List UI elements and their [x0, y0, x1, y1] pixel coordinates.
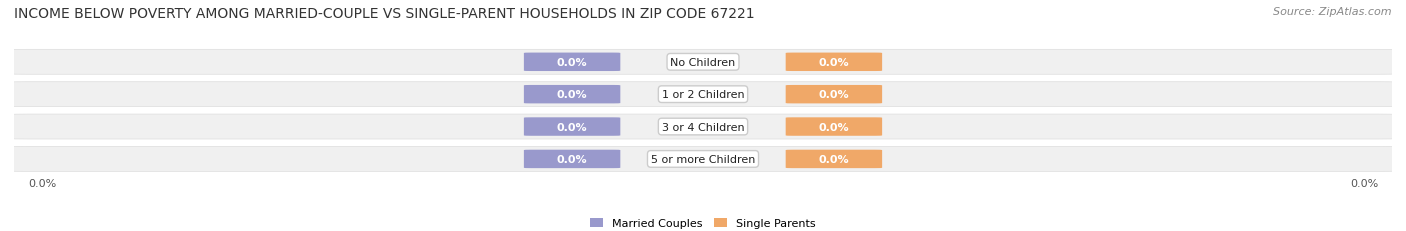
FancyBboxPatch shape	[0, 147, 1406, 172]
Text: 5 or more Children: 5 or more Children	[651, 154, 755, 164]
FancyBboxPatch shape	[524, 150, 620, 168]
FancyBboxPatch shape	[786, 150, 882, 168]
Text: 0.0%: 0.0%	[1350, 179, 1378, 188]
Legend: Married Couples, Single Parents: Married Couples, Single Parents	[586, 214, 820, 231]
FancyBboxPatch shape	[786, 85, 882, 104]
Text: Source: ZipAtlas.com: Source: ZipAtlas.com	[1274, 7, 1392, 17]
Text: 0.0%: 0.0%	[557, 58, 588, 67]
FancyBboxPatch shape	[786, 118, 882, 136]
Text: 1 or 2 Children: 1 or 2 Children	[662, 90, 744, 100]
FancyBboxPatch shape	[0, 82, 1406, 107]
Text: 0.0%: 0.0%	[818, 90, 849, 100]
Text: INCOME BELOW POVERTY AMONG MARRIED-COUPLE VS SINGLE-PARENT HOUSEHOLDS IN ZIP COD: INCOME BELOW POVERTY AMONG MARRIED-COUPL…	[14, 7, 755, 21]
Text: 3 or 4 Children: 3 or 4 Children	[662, 122, 744, 132]
Text: 0.0%: 0.0%	[28, 179, 56, 188]
Text: No Children: No Children	[671, 58, 735, 67]
FancyBboxPatch shape	[524, 53, 620, 72]
Text: 0.0%: 0.0%	[557, 154, 588, 164]
Text: 0.0%: 0.0%	[557, 90, 588, 100]
FancyBboxPatch shape	[0, 50, 1406, 75]
Text: 0.0%: 0.0%	[818, 58, 849, 67]
FancyBboxPatch shape	[0, 115, 1406, 139]
FancyBboxPatch shape	[524, 118, 620, 136]
Text: 0.0%: 0.0%	[557, 122, 588, 132]
FancyBboxPatch shape	[524, 85, 620, 104]
FancyBboxPatch shape	[786, 53, 882, 72]
Text: 0.0%: 0.0%	[818, 154, 849, 164]
Text: 0.0%: 0.0%	[818, 122, 849, 132]
